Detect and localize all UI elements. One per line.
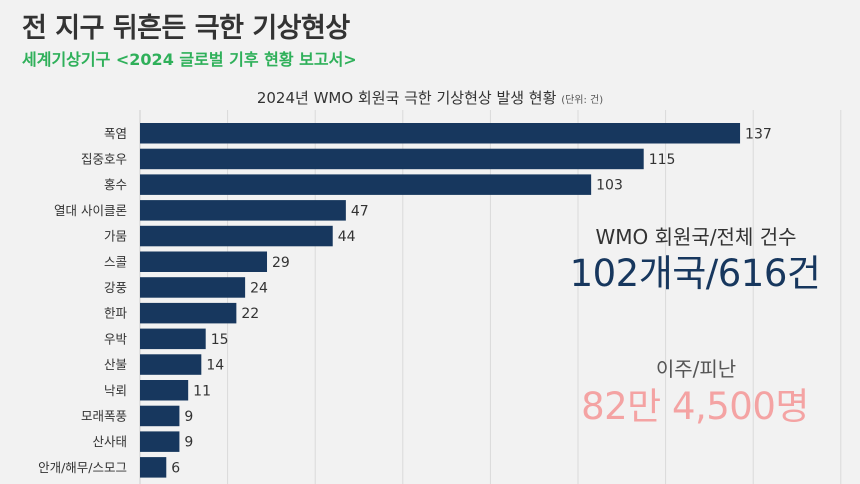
category-label: 우박 [104,331,128,346]
bar [140,123,741,144]
category-label: 폭염 [104,126,127,141]
value-label: 103 [596,178,623,194]
value-label: 15 [211,332,229,348]
category-label: 가뭄 [104,229,127,244]
bar [140,251,268,272]
bar [140,380,189,401]
bar [140,457,167,478]
bar [140,431,180,452]
chart-title: 2024년 WMO 회원국 극한 기상현상 발생 현황 (단위: 건) [0,87,860,108]
bar [140,354,202,375]
category-label: 낙뢰 [104,383,127,398]
category-label: 산사태 [92,434,127,449]
headline: 전 지구 뒤흔든 극한 기상현상 [22,13,350,44]
category-label: 한파 [104,306,128,321]
category-label: 산불 [104,357,127,372]
value-label: 47 [351,203,369,219]
bar [140,174,592,195]
stat-members-value: 102개국/616건 [569,252,821,295]
value-label: 6 [171,460,180,476]
category-label: 스콜 [104,254,127,269]
bar [140,225,333,247]
category-label: 안개/해무/스모그 [38,460,127,475]
value-label: 22 [241,306,259,322]
category-label: 홍수 [104,177,127,192]
stat-displaced-label: 이주/피난 [655,357,737,381]
bar [140,148,644,170]
stat-displaced-value: 82만 4,500명 [581,385,809,428]
stat-members-label: WMO 회원국/전체 건수 [595,225,797,249]
chart-unit: (단위: 건) [561,95,604,106]
bar [140,277,246,298]
bar [140,405,180,427]
bar [140,302,237,324]
value-label: 44 [338,229,356,245]
category-label: 모래폭풍 [81,408,127,423]
chart-title-text: 2024년 WMO 회원국 극한 기상현상 발생 현황 [256,89,557,107]
value-label: 11 [193,383,211,399]
value-label: 9 [184,435,193,451]
bar [140,328,206,350]
source-line: 세계기상기구 <2024 글로벌 기후 현황 보고서> [22,50,357,69]
value-label: 137 [745,126,772,142]
value-label: 115 [649,152,676,168]
category-label: 강풍 [104,280,127,295]
bar [140,200,346,221]
category-label: 열대 사이클론 [54,203,127,218]
value-label: 24 [250,280,268,296]
value-label: 9 [184,409,193,425]
category-label: 집중호우 [81,151,127,166]
value-label: 14 [206,358,224,374]
value-label: 29 [272,255,290,271]
